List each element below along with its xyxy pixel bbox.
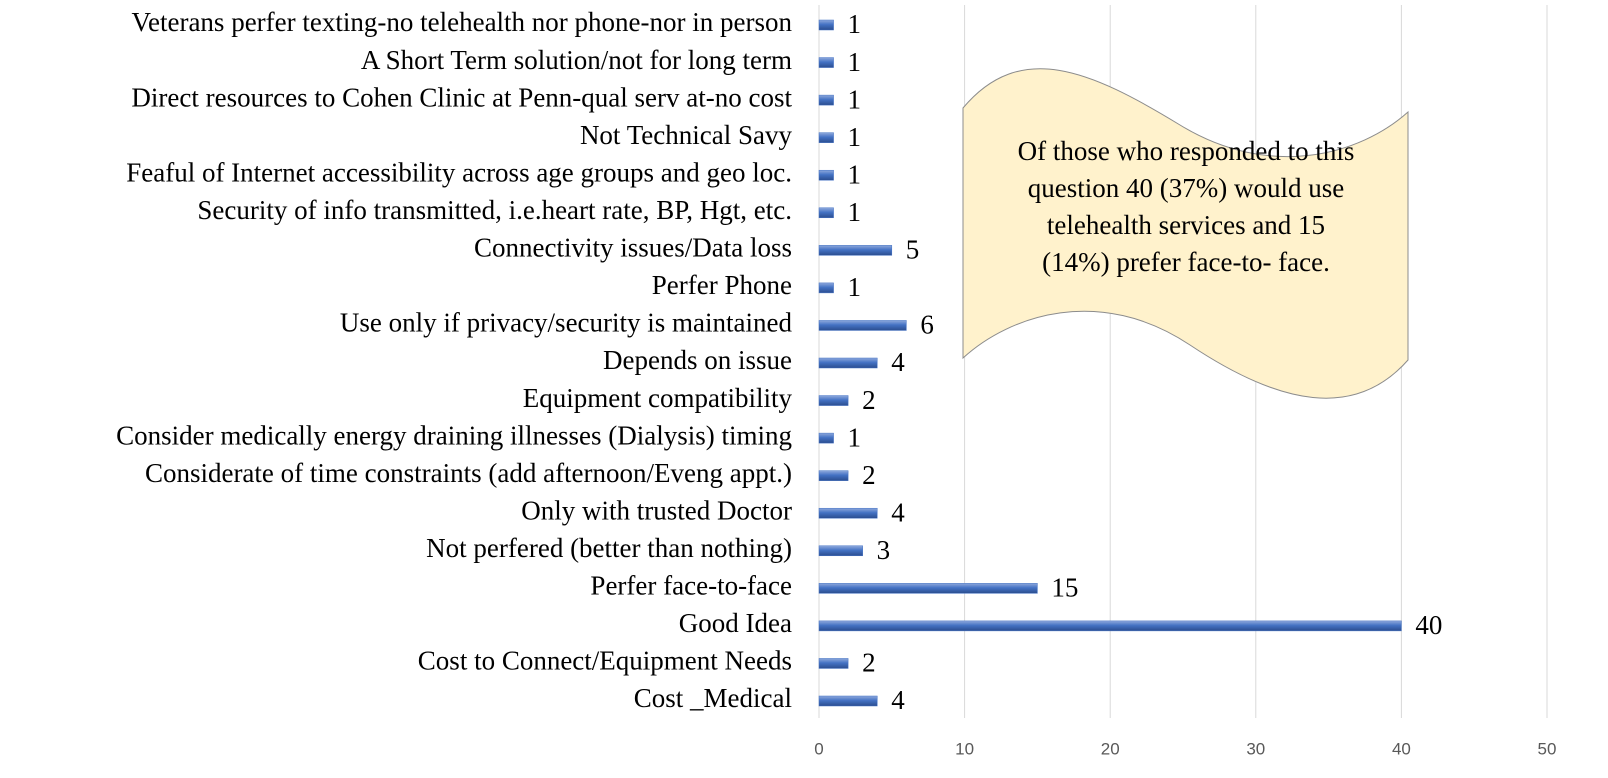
y-tick-label: Connectivity issues/Data loss [474, 233, 792, 263]
annotation: telehealth services and 15 [1047, 210, 1325, 240]
bar [818, 207, 834, 219]
value-label: 6 [920, 310, 934, 340]
bar [818, 282, 834, 294]
y-tick-label: Good Idea [679, 608, 792, 638]
y-tick-label: Cost _Medical [634, 683, 792, 713]
bar [818, 395, 849, 406]
bar [818, 470, 849, 481]
value-label: 1 [848, 197, 862, 227]
bar [818, 94, 834, 106]
value-label: 2 [862, 385, 876, 415]
bar [818, 545, 863, 557]
bar [818, 432, 834, 444]
annotation: Of those who responded to this [1018, 136, 1355, 166]
y-tick-label: A Short Term solution/not for long term [361, 45, 792, 75]
value-label: 2 [862, 460, 876, 490]
value-label: 40 [1415, 610, 1442, 640]
value-label: 4 [891, 685, 905, 715]
y-tick-label: Equipment compatibility [523, 383, 793, 413]
y-tick-label: Perfer Phone [652, 270, 792, 300]
bar [818, 658, 849, 669]
x-tick-label: 0 [814, 739, 823, 758]
x-tick-label: 40 [1392, 739, 1411, 758]
bar [818, 169, 834, 181]
x-tick-label: 20 [1101, 739, 1120, 758]
y-tick-label: Direct resources to Cohen Clinic at Penn… [131, 82, 792, 112]
y-tick-label: Feaful of Internet accessibility across … [126, 157, 792, 187]
value-label: 2 [862, 648, 876, 678]
bar [818, 357, 878, 369]
y-tick-label: Use only if privacy/security is maintain… [340, 308, 793, 338]
bar [818, 320, 907, 331]
value-label: 5 [906, 235, 920, 265]
y-tick-label: Only with trusted Doctor [521, 495, 792, 525]
y-tick-label: Not perfered (better than nothing) [426, 533, 792, 563]
bar [818, 695, 878, 707]
x-tick-label: 50 [1538, 739, 1557, 758]
value-label: 4 [891, 497, 905, 527]
value-label: 1 [848, 47, 862, 77]
value-label: 1 [848, 422, 862, 452]
annotation: question 40 (37%) would use [1028, 173, 1344, 203]
bar [818, 245, 893, 256]
bar [818, 620, 1402, 632]
value-label: 1 [848, 272, 862, 302]
y-tick-label: Not Technical Savy [580, 120, 793, 150]
value-label: 1 [848, 84, 862, 114]
y-tick-label: Cost to Connect/Equipment Needs [418, 646, 792, 676]
annotation: (14%) prefer face-to- face. [1042, 247, 1330, 277]
y-tick-label: Veterans perfer texting-no telehealth no… [131, 7, 792, 37]
x-tick-label: 30 [1246, 739, 1265, 758]
value-label: 1 [848, 159, 862, 189]
y-tick-label: Depends on issue [603, 345, 792, 375]
y-tick-label: Security of info transmitted, i.e.heart … [197, 195, 792, 225]
value-label: 3 [877, 535, 891, 565]
value-label: 15 [1051, 573, 1078, 603]
y-tick-label: Consider medically energy draining illne… [116, 420, 792, 450]
bar [818, 507, 878, 519]
annotation-shape [962, 68, 1409, 399]
value-label: 4 [891, 347, 905, 377]
x-tick-label: 10 [955, 739, 974, 758]
y-tick-label: Considerate of time constraints (add aft… [145, 458, 792, 488]
y-tick-label: Perfer face-to-face [590, 571, 792, 601]
bar [818, 132, 834, 143]
bar [818, 19, 834, 31]
bar [818, 583, 1038, 594]
value-label: 1 [848, 122, 862, 152]
bar [818, 57, 834, 68]
value-label: 1 [848, 9, 862, 39]
